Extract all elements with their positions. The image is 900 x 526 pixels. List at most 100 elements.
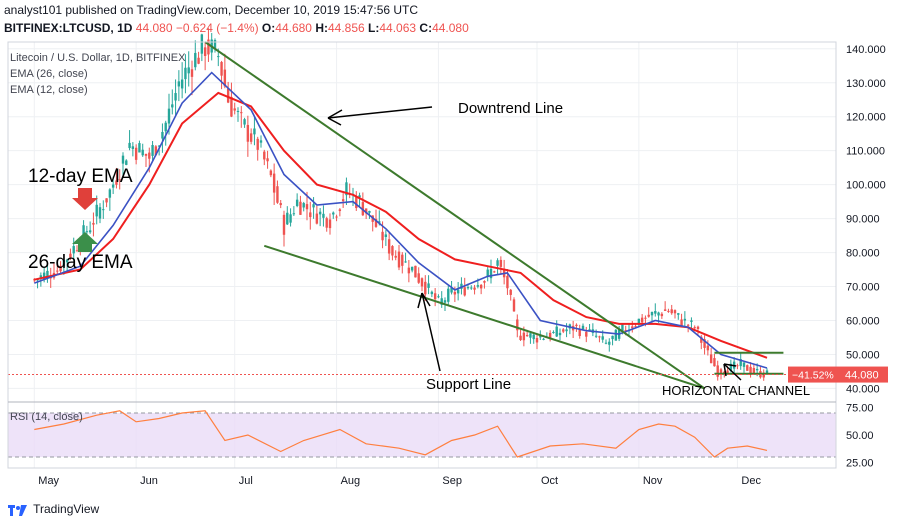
- candle-body: [128, 142, 131, 149]
- annotation-support: Support Line: [426, 376, 512, 393]
- channel-arrow-shaft: [723, 363, 742, 381]
- published-line: analyst101 published on TradingView.com,…: [4, 3, 419, 17]
- candle-body: [608, 341, 611, 345]
- pct-badge-text: −41.52%: [792, 370, 834, 382]
- candle-body: [154, 146, 158, 156]
- candle-body: [302, 203, 305, 208]
- x-tick-label: Oct: [541, 475, 558, 487]
- candle-body: [499, 259, 503, 267]
- candle-body: [690, 320, 693, 322]
- candle-body: [174, 93, 177, 101]
- candle-body: [654, 311, 657, 314]
- footer-brand[interactable]: TradingView: [8, 502, 99, 517]
- candle-body: [325, 218, 328, 228]
- tradingview-logo-icon: [8, 504, 27, 516]
- candle-body: [479, 284, 483, 289]
- candle-body: [657, 312, 660, 316]
- candle-body: [256, 138, 259, 150]
- candle-body: [121, 155, 125, 164]
- footer-brand-text: TradingView: [33, 502, 100, 516]
- candle-body: [512, 299, 516, 312]
- candle-body: [131, 146, 135, 149]
- candle-body: [217, 56, 220, 58]
- candle-body: [263, 151, 266, 160]
- candle-body: [447, 288, 450, 302]
- candle-body: [493, 271, 496, 273]
- candle-body: [424, 281, 427, 295]
- candle-body: [391, 246, 394, 256]
- candle-body: [148, 152, 151, 159]
- candle-body: [456, 289, 460, 294]
- candle-body: [223, 69, 227, 87]
- candle-body: [177, 81, 181, 87]
- downtrend-arrow-shaft: [327, 106, 433, 119]
- candle-body: [516, 319, 519, 331]
- support-arrow-head: [421, 292, 431, 307]
- symbol-line: BITFINEX:LTCUSD, 1D 44.080 −0.624 (−1.4%…: [4, 21, 469, 35]
- candle-body: [680, 319, 683, 326]
- candle-body: [246, 124, 250, 142]
- candle-body: [598, 336, 601, 338]
- candle-body: [601, 336, 604, 340]
- candle-body: [187, 67, 190, 74]
- candle-body: [739, 359, 742, 367]
- x-tick-label: May: [38, 475, 59, 487]
- candle-body: [292, 213, 296, 215]
- candle-body: [670, 309, 673, 314]
- candle-body: [358, 195, 361, 198]
- candle-body: [611, 335, 614, 340]
- ema-lines: [34, 71, 768, 369]
- candle-body: [719, 369, 723, 374]
- candle-body: [443, 300, 447, 303]
- price-tick-label: 60.000: [846, 315, 880, 327]
- price-tick-label: 70.000: [846, 282, 880, 294]
- candle-body: [95, 204, 98, 217]
- channel-arrow-head: [723, 363, 737, 367]
- candle-body: [555, 326, 558, 337]
- candle-body: [203, 47, 207, 56]
- candle-body: [345, 182, 348, 196]
- legend-ema12: EMA (12, close): [10, 84, 88, 96]
- candle-body: [171, 104, 174, 108]
- high-label: H:: [315, 21, 328, 35]
- candle-body: [269, 170, 273, 176]
- candle-body: [322, 213, 325, 218]
- candle-body: [558, 332, 562, 336]
- candle-body: [98, 207, 102, 219]
- price-change: −0.624 (−1.4%): [175, 21, 259, 35]
- candle-body: [72, 246, 75, 254]
- candle-body: [581, 325, 585, 330]
- candle-body: [401, 254, 404, 266]
- candle-body: [144, 153, 148, 156]
- candle-body: [755, 368, 759, 371]
- candle-body: [693, 327, 696, 329]
- legend-ema26: EMA (26, close): [10, 68, 88, 80]
- candle-body: [220, 62, 223, 76]
- candle-body: [184, 67, 187, 80]
- candle-body: [59, 265, 62, 272]
- ema12-down-arrow: [72, 188, 98, 210]
- candle-body: [640, 317, 644, 323]
- candle-body: [414, 265, 417, 278]
- candle-body: [364, 208, 368, 214]
- candle-body: [430, 291, 434, 295]
- candle-body: [236, 110, 240, 112]
- price-tick-label: 140.000: [846, 44, 886, 56]
- candle-body: [276, 186, 279, 203]
- candle-body: [535, 337, 539, 343]
- annotation-channel: HORIZONTAL CHANNEL: [662, 383, 811, 398]
- candle-body: [384, 234, 388, 237]
- candle-body: [539, 336, 542, 338]
- chart-title: Litecoin / U.S. Dollar, 1D, BITFINEX: [10, 52, 186, 64]
- candle-body: [437, 296, 440, 298]
- candle-body: [164, 122, 167, 132]
- candle-body: [585, 331, 588, 337]
- candle-body: [180, 79, 184, 89]
- candle-body: [752, 367, 756, 374]
- candle-body: [765, 370, 769, 374]
- candle-body: [328, 219, 332, 229]
- x-tick-label: Sep: [442, 475, 462, 487]
- ema26-up-arrow: [72, 232, 98, 252]
- last-price: 44.080: [135, 21, 173, 35]
